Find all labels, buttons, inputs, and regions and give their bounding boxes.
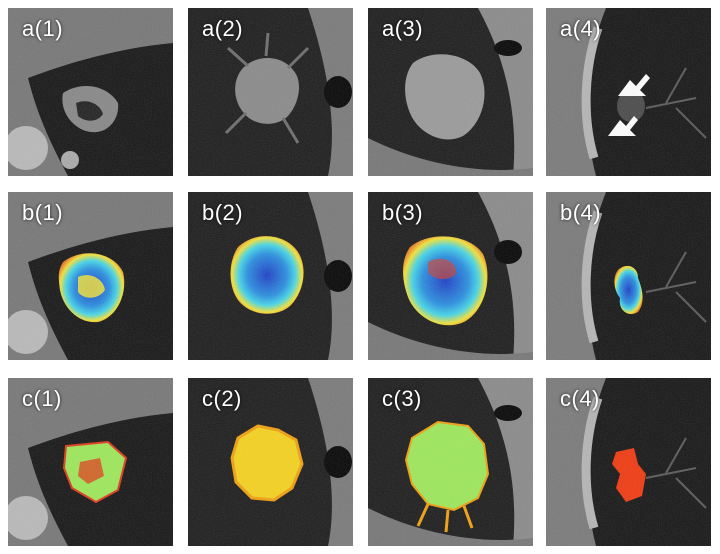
ct-slice-image	[8, 8, 173, 176]
panel-label: b(3)	[382, 200, 424, 225]
panel-label: a(3)	[382, 16, 424, 41]
panel-label: b(1)	[22, 200, 64, 225]
panel-label: c(1)	[22, 386, 62, 411]
panel-c1: c(1)	[8, 378, 173, 546]
segmentation-image	[546, 378, 711, 546]
panel-b2: b(2)	[188, 192, 353, 360]
ct-slice-image	[546, 8, 711, 176]
panel-a1: a(1)	[8, 8, 173, 176]
heatmap-overlay-image	[546, 192, 711, 360]
panel-label: a(1)	[22, 16, 64, 41]
panel-b4: b(4)	[546, 192, 711, 360]
panel-a2: a(2)	[188, 8, 353, 176]
panel-label: c(2)	[202, 386, 242, 411]
panel-a4: a(4)	[546, 8, 711, 176]
panel-a3: a(3)	[368, 8, 533, 176]
segmentation-image	[8, 378, 173, 546]
segmentation-image	[368, 378, 533, 546]
panel-b3: b(3)	[368, 192, 533, 360]
segmentation-image	[188, 378, 353, 546]
panel-label: c(3)	[382, 386, 422, 411]
heatmap-overlay-image	[188, 192, 353, 360]
panel-label: b(2)	[202, 200, 244, 225]
panel-b1: b(1)	[8, 192, 173, 360]
panel-label: a(4)	[560, 16, 602, 41]
panel-c3: c(3)	[368, 378, 533, 546]
panel-c4: c(4)	[546, 378, 711, 546]
panel-label: c(4)	[560, 386, 600, 411]
panel-label: a(2)	[202, 16, 244, 41]
ct-slice-image	[188, 8, 353, 176]
panel-label: b(4)	[560, 200, 602, 225]
heatmap-overlay-image	[8, 192, 173, 360]
ct-slice-image	[368, 8, 533, 176]
panel-c2: c(2)	[188, 378, 353, 546]
heatmap-overlay-image	[368, 192, 533, 360]
